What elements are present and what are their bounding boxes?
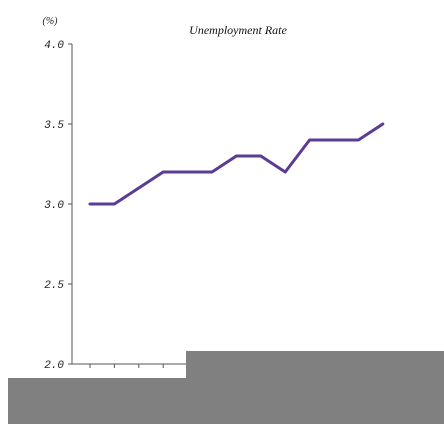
redaction-bar (8, 378, 444, 424)
y-tick-label: 2.0 (44, 360, 64, 372)
series-line (88, 122, 385, 206)
y-tick-label: 4.0 (44, 40, 64, 52)
y-tick-label: 2.5 (44, 280, 64, 292)
y-axis-ticks: 2.0 2.5 3.0 3.5 4.0 (44, 40, 72, 372)
y-axis-unit-label: (%) (43, 16, 59, 27)
chart-title: Unemployment Rate (189, 23, 287, 37)
y-tick-label: 3.5 (44, 120, 64, 132)
series-layer (88, 122, 385, 206)
redaction-bar (186, 351, 444, 383)
y-tick-label: 3.0 (44, 200, 64, 212)
